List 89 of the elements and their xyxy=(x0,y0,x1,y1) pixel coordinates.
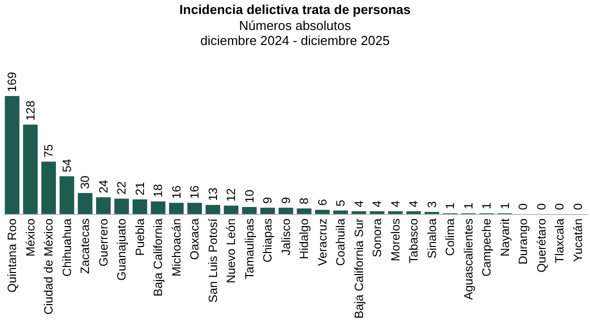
data-label: 1 xyxy=(461,202,476,210)
data-label: 13 xyxy=(206,187,220,201)
data-label: 75 xyxy=(42,144,56,158)
data-label: 4 xyxy=(352,200,366,208)
x-tick-label: Zacatecas xyxy=(78,218,92,274)
data-label: 1 xyxy=(443,202,458,210)
bar xyxy=(187,202,202,214)
x-tick-label: Campeche xyxy=(480,218,494,277)
x-tick-label: Puebla xyxy=(132,218,147,256)
bar xyxy=(206,204,220,214)
x-tick-label: Nayarit xyxy=(498,218,512,257)
x-tick-label: Veracruz xyxy=(315,218,330,266)
x-tick-label: Durango xyxy=(516,218,530,265)
bar xyxy=(260,208,275,214)
data-label: 4 xyxy=(370,200,384,208)
bar xyxy=(96,197,111,214)
x-tick-label: Tlaxcala xyxy=(552,218,567,264)
bar xyxy=(388,211,403,214)
x-tick-label: Baja California Sur xyxy=(352,218,366,319)
x-tick-label: Querétaro xyxy=(534,218,548,273)
x-tick-label: Sonora xyxy=(370,218,384,258)
x-tick-label: Guerrero xyxy=(96,218,110,267)
bar xyxy=(370,211,384,214)
bar xyxy=(23,124,38,214)
x-tick-label: Tamaulipas xyxy=(242,218,256,280)
bar xyxy=(150,201,166,214)
data-label: 54 xyxy=(60,158,74,172)
bar xyxy=(224,206,238,214)
data-label: 3 xyxy=(424,200,439,208)
x-tick-label: Nuevo León xyxy=(224,218,238,284)
bar xyxy=(333,210,348,214)
data-label: 0 xyxy=(570,203,585,210)
data-label: 24 xyxy=(96,180,110,194)
x-tick-label: Chihuahua xyxy=(60,218,74,277)
data-label: 10 xyxy=(242,189,256,204)
x-tick-label: México xyxy=(23,218,38,257)
data-label: 128 xyxy=(23,100,38,121)
data-label: 0 xyxy=(516,203,530,210)
bar xyxy=(406,211,421,214)
data-label: 9 xyxy=(278,196,293,204)
bar xyxy=(315,210,330,214)
data-label: 0 xyxy=(552,203,567,210)
x-tick-label: San Luis Potosí xyxy=(206,218,220,303)
data-label: 1 xyxy=(498,202,512,210)
data-label: 16 xyxy=(188,185,202,199)
chart-subtitle: Números absolutos diciembre 2024 - diciembre 2025 xyxy=(200,18,390,48)
x-tick-label: Hidalgo xyxy=(297,218,312,260)
data-label: 5 xyxy=(334,200,348,207)
x-tick-label: Jalisco xyxy=(278,218,293,256)
data-label: 4 xyxy=(388,200,402,208)
bar xyxy=(41,162,56,214)
data-label: 30 xyxy=(78,175,92,190)
data-label: 22 xyxy=(114,180,129,195)
x-tick-label: Guanajuato xyxy=(114,218,129,281)
data-label: 8 xyxy=(297,197,312,204)
data-label: 9 xyxy=(260,196,275,204)
data-label: 18 xyxy=(151,184,166,198)
data-label: 16 xyxy=(169,185,184,199)
bar xyxy=(78,193,92,214)
x-tick-label: Coahuila xyxy=(334,218,348,266)
data-label: 169 xyxy=(5,72,20,92)
bar xyxy=(242,207,257,214)
bar xyxy=(132,199,148,214)
x-tick-label: Aguascalientes xyxy=(461,218,476,300)
bar xyxy=(278,208,294,214)
data-label: 1 xyxy=(480,202,494,210)
chart-title: Incidencia delictiva trata de personas xyxy=(179,2,411,17)
x-tick-label: Oaxaca xyxy=(188,218,202,260)
bar xyxy=(169,202,184,214)
data-label: 0 xyxy=(534,203,548,210)
x-tick-label: Ciudad de México xyxy=(42,218,56,315)
data-label: 4 xyxy=(406,200,421,208)
bar xyxy=(352,211,366,214)
x-tick-label: Tabasco xyxy=(406,218,421,264)
x-tick-label: Yucatán xyxy=(570,218,585,262)
x-tick-label: Baja California xyxy=(151,218,166,297)
x-tick-label: Quintana Roo xyxy=(5,218,20,293)
bar xyxy=(296,208,312,214)
data-label: 21 xyxy=(132,182,147,196)
x-tick-label: Colima xyxy=(443,218,458,256)
bar xyxy=(4,96,20,214)
data-label: 6 xyxy=(315,198,330,206)
bar xyxy=(60,176,74,214)
x-tick-label: Sinaloa xyxy=(424,218,439,259)
x-tick-label: Michoacán xyxy=(169,218,184,277)
data-label: 12 xyxy=(224,188,238,202)
x-tick-label: Morelos xyxy=(388,218,402,262)
x-tick-label: Chiapas xyxy=(260,218,275,263)
bar xyxy=(114,198,129,214)
